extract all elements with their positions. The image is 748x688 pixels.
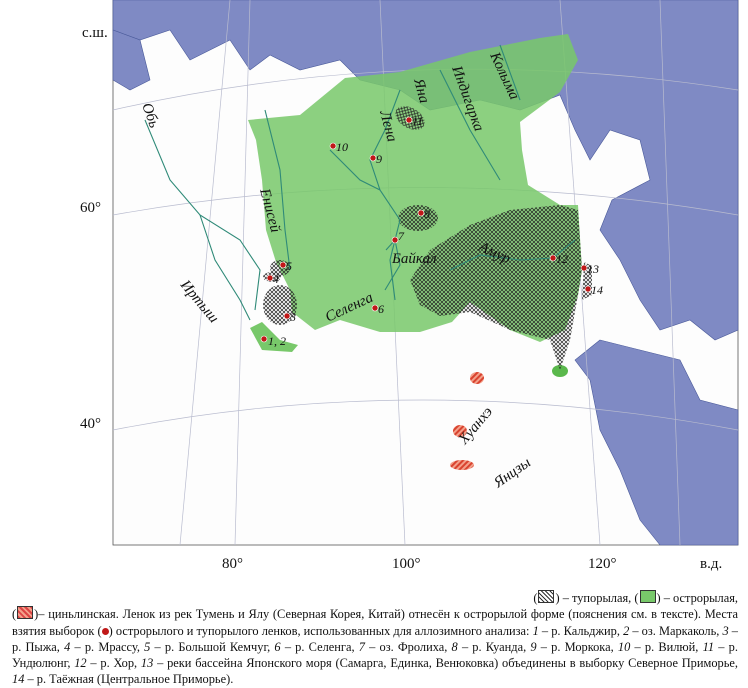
- site-label: 4: [273, 272, 279, 286]
- site-marker-13[interactable]: [580, 264, 588, 272]
- site-marker-14[interactable]: [584, 285, 592, 293]
- site-text: – р. Мрассу,: [74, 639, 140, 654]
- site-label: 1, 2: [268, 334, 286, 348]
- site-label: 13: [587, 262, 599, 276]
- site-marker-icon: [101, 627, 109, 635]
- site-number: 2: [623, 623, 630, 638]
- site-marker-10[interactable]: [329, 142, 337, 150]
- legend-qinling: – циньлинская.: [38, 607, 119, 622]
- site-number: 7: [358, 639, 365, 654]
- site-list: 1 – р. Кальджир, 2 – оз. Маркаколь, 3 – …: [12, 624, 738, 687]
- site-label: 14: [591, 283, 603, 297]
- site-entry: 4 – р. Мрассу,: [64, 640, 144, 654]
- caption-text: Ленок из рек Тумень и Ялу (Северная Коре…: [12, 607, 738, 638]
- figure-caption: () – тупорылая, () – острорылая, ()– цин…: [12, 590, 738, 687]
- site-number: 10: [617, 639, 631, 654]
- qinling-swatch: [17, 606, 34, 620]
- lat-axis-label: с.ш.: [82, 25, 108, 41]
- site-text: – р. Таёжная (Центральное Приморье).: [27, 672, 234, 687]
- site-label: 5: [286, 259, 292, 273]
- site-marker-6[interactable]: [371, 304, 379, 312]
- site-text: – р. Хор,: [90, 656, 138, 671]
- site-text: – р. Куанда,: [461, 639, 527, 654]
- lon-tick-80: 80°: [222, 556, 243, 572]
- site-number: 3: [722, 623, 729, 638]
- site-marker-9[interactable]: [369, 154, 377, 162]
- lon-axis-label: в.д.: [700, 556, 722, 572]
- site-number: 1: [532, 623, 539, 638]
- lon-tick-120: 120°: [588, 556, 617, 572]
- site-entry: 5 – р. Большой Кемчуг,: [144, 640, 274, 654]
- site-entry: 8 – р. Куанда,: [452, 640, 531, 654]
- site-entry: 7 – оз. Фролиха,: [359, 640, 452, 654]
- site-text: – р. Большой Кемчуг,: [154, 639, 271, 654]
- legend-blunt: – тупорылая,: [562, 591, 632, 605]
- site-label: 9: [376, 152, 382, 166]
- site-entry: 1 – р. Кальджир,: [533, 624, 623, 638]
- site-text: – оз. Фролиха,: [369, 639, 448, 654]
- site-number: 11: [702, 639, 715, 654]
- sharp-snouted-swatch: [639, 590, 656, 603]
- site-entry: 2 – оз. Маркаколь,: [623, 624, 722, 638]
- qinling-range: [450, 372, 484, 470]
- site-entry: 14 – р. Таёжная (Центральное Приморье).: [12, 672, 233, 686]
- site-number: 9: [530, 639, 537, 654]
- site-entry: 10 – р. Вилюй,: [618, 640, 703, 654]
- site-labels: 1, 2 3 4 5 6 7 8 9 10 11 12 13 14: [268, 114, 603, 348]
- site-text: – р. Селенга,: [284, 639, 355, 654]
- blunt-snouted-swatch: [538, 590, 555, 603]
- site-text: – р. Кальджир,: [541, 623, 620, 638]
- site-entry: 12 – р. Хор,: [74, 656, 141, 670]
- axis-labels: с.ш. 60° 40° 80° 100° 120° в.д.: [80, 25, 722, 572]
- sea: [112, 0, 739, 546]
- site-entry: 3 – р. Пыжа,: [12, 624, 738, 654]
- site-number: 4: [64, 639, 71, 654]
- site-label: 12: [556, 252, 568, 266]
- range-map: 1, 2 3 4 5 6 7 8 9 10 11 12 13 14 Обь Ир…: [80, 0, 739, 572]
- sampling-sites: [260, 116, 592, 343]
- lake-label-baikal: Байкал: [391, 251, 437, 267]
- site-text: – оз. Маркаколь,: [632, 623, 720, 638]
- site-number: 12: [74, 656, 87, 671]
- site-marker-8[interactable]: [417, 209, 425, 217]
- site-text: – реки бассейна Японского моря (Самарга,…: [157, 656, 738, 671]
- site-number: 14: [12, 672, 25, 687]
- site-label: 11: [412, 114, 423, 128]
- site-marker-7[interactable]: [391, 236, 399, 244]
- site-label: 6: [378, 302, 384, 316]
- site-text: – р. Моркока,: [540, 639, 614, 654]
- sharp-snouted-range-altai: [250, 322, 298, 352]
- site-number: 13: [140, 656, 154, 671]
- site-label: 8: [424, 207, 430, 221]
- site-text: – р. Пыжа,: [12, 623, 738, 654]
- lat-tick-60: 60°: [80, 200, 101, 216]
- lat-tick-40: 40°: [80, 416, 101, 432]
- river-label-yana: Яна: [410, 76, 432, 105]
- site-number: 6: [274, 639, 281, 654]
- site-number: 5: [144, 639, 151, 654]
- site-marker-1-2[interactable]: [260, 335, 268, 343]
- site-entry: 6 – р. Селенга,: [274, 640, 358, 654]
- site-marker-12[interactable]: [549, 254, 557, 262]
- caption-text: ) острорылого и тупорылого ленков, испол…: [108, 623, 530, 638]
- site-text: – р. Вилюй,: [634, 639, 699, 654]
- site-number: 8: [451, 639, 458, 654]
- site-entry: 9 – р. Моркока,: [530, 640, 618, 654]
- site-entry: 11 – р. Ундюлюнг,: [12, 640, 738, 670]
- site-marker-4[interactable]: [266, 274, 274, 282]
- site-label: 10: [336, 140, 348, 154]
- lon-tick-100: 100°: [392, 556, 421, 572]
- site-marker-3[interactable]: [283, 312, 291, 320]
- site-label: 7: [398, 229, 405, 243]
- rivers: [144, 44, 576, 321]
- site-label: 3: [289, 310, 296, 324]
- sharp-snouted-range-korea: [552, 365, 568, 377]
- site-marker-5[interactable]: [279, 261, 287, 269]
- site-text: – р. Ундюлюнг,: [12, 639, 738, 671]
- site-entry: 13 – реки бассейна Японского моря (Самар…: [141, 656, 738, 670]
- legend-sharp: – острорылая,: [663, 591, 738, 605]
- site-marker-11[interactable]: [405, 116, 413, 124]
